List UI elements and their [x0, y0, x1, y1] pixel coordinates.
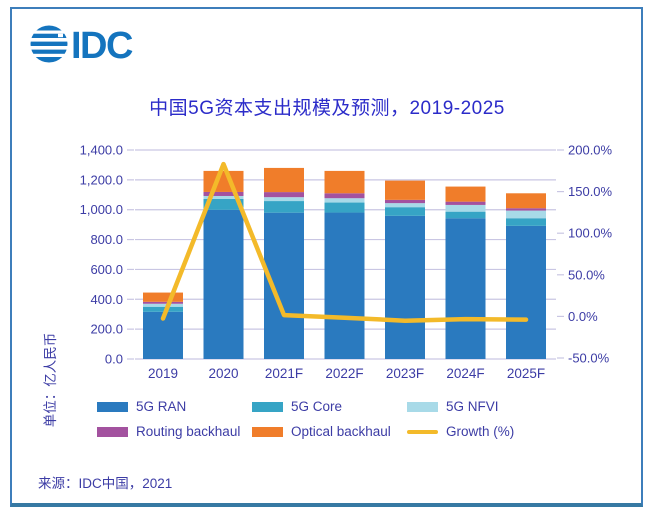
- left-axis-tick-label: 0.0: [105, 352, 123, 367]
- bar-segment-5g-nfvi: [506, 210, 546, 219]
- right-axis-tick-label: 100.0%: [568, 226, 613, 241]
- legend-item-5g-nfvi: 5G NFVI: [407, 399, 567, 414]
- left-axis-tick-label: 1,000.0: [80, 202, 123, 217]
- bar-segment-5g-nfvi: [264, 197, 304, 202]
- bar-segment-optical-backhaul: [143, 292, 183, 302]
- left-axis-tick-label: 600.0: [90, 262, 123, 277]
- plot-container: 0.0 200.0 400.0 600.0 800.0 1,000.0 1,200.0 1,4…: [0, 130, 654, 428]
- legend-swatch-routing-backhaul: [97, 426, 128, 437]
- legend-item-5g-core: 5G Core: [252, 399, 407, 414]
- chart-title: 中国5G资本支出规模及预测，2019-2025: [149, 98, 505, 119]
- bar-segment-routing-backhaul: [264, 192, 304, 198]
- left-axis-tick-label: 1,400.0: [80, 143, 123, 158]
- bar-segment-optical-backhaul: [385, 180, 425, 200]
- bar-segment-5g-ran: [324, 212, 365, 359]
- legend-label: Growth (%): [446, 424, 515, 439]
- left-axis-tick-label: 400.0: [90, 292, 123, 307]
- category-label: 2023F: [386, 366, 424, 381]
- bar-segment-5g-core: [143, 306, 183, 312]
- left-axis-tick-label: 1,200.0: [80, 172, 123, 187]
- bar-segment-optical-backhaul: [264, 167, 304, 193]
- bar-segment-routing-backhaul: [385, 199, 425, 204]
- legend: 5G RAN 5G Core 5G NFVI Routing backhaul …: [97, 399, 577, 439]
- plot-area: 0.0 200.0 400.0 600.0 800.0 1,000.0 1,200.0 1,4…: [80, 143, 613, 382]
- category-label: 2025F: [507, 366, 545, 381]
- legend-swatch-5g-nfvi: [407, 401, 438, 412]
- bar-segment-routing-backhaul: [506, 208, 546, 211]
- legend-swatch-optical-backhaul: [252, 426, 283, 437]
- bar-segment-optical-backhaul: [506, 193, 546, 209]
- category-label: 2024F: [446, 366, 484, 381]
- bar-segment-routing-backhaul: [143, 301, 183, 304]
- bar-segment-5g-nfvi: [143, 303, 183, 307]
- globe-icon: [30, 25, 68, 63]
- bar-segment-5g-core: [506, 218, 546, 226]
- right-axis-tick-label: 0.0%: [568, 309, 598, 324]
- bar-segment-5g-ran: [385, 215, 425, 359]
- bar-segment-5g-nfvi: [445, 204, 486, 212]
- right-axis-tick-label: -50.0%: [568, 351, 610, 366]
- legend-swatch-5g-core: [252, 401, 283, 412]
- legend-item-5g-ran: 5G RAN: [97, 399, 252, 414]
- idc-logo: IDC: [30, 20, 180, 70]
- bar-segment-5g-nfvi: [203, 195, 244, 199]
- left-axis-tick-label: 800.0: [90, 232, 123, 247]
- bar-segment-5g-core: [445, 211, 486, 219]
- right-axis-tick-label: 150.0%: [568, 184, 613, 199]
- bar-segment-5g-ran: [445, 218, 486, 359]
- growth-line: [160, 161, 529, 323]
- bar-segment-5g-core: [203, 198, 244, 210]
- bar-segment-routing-backhaul: [324, 193, 365, 199]
- bar-segment-optical-backhaul: [445, 186, 486, 202]
- bar-segment-routing-backhaul: [203, 191, 244, 196]
- bar-segment-5g-nfvi: [385, 203, 425, 208]
- legend-item-growth: Growth (%): [407, 424, 567, 439]
- category-label: 2019: [148, 366, 178, 381]
- category-label: 2021F: [265, 366, 303, 381]
- source-note: 来源：IDC中国，2021: [38, 476, 173, 491]
- legend-swatch-5g-ran: [97, 401, 128, 412]
- legend-item-routing-backhaul: Routing backhaul: [97, 424, 252, 439]
- right-axis-tick-label: 200.0%: [568, 143, 613, 158]
- left-axis-tick-label: 200.0: [90, 322, 123, 337]
- category-label: 2020: [208, 366, 238, 381]
- y-axis-unit-label: 单位：亿人民币: [43, 332, 58, 428]
- bar-segment-5g-core: [264, 201, 304, 213]
- right-axis-tick-label: 50.0%: [568, 267, 605, 282]
- category-label: 2022F: [325, 366, 363, 381]
- bar-segment-5g-core: [324, 202, 365, 213]
- legend-label: Optical backhaul: [291, 424, 391, 439]
- bar-segment-5g-ran: [203, 209, 244, 359]
- legend-label: 5G NFVI: [446, 399, 499, 414]
- legend-swatch-growth-line: [407, 429, 438, 434]
- legend-label: Routing backhaul: [136, 424, 241, 439]
- logo-text: IDC: [71, 25, 133, 67]
- bar-segment-5g-ran: [506, 225, 546, 359]
- bar-segment-5g-nfvi: [324, 198, 365, 203]
- bar-segment-5g-core: [385, 207, 425, 216]
- bar-segment-optical-backhaul: [324, 170, 365, 194]
- bar-segment-optical-backhaul: [203, 170, 244, 192]
- legend-item-optical-backhaul: Optical backhaul: [252, 424, 407, 439]
- bar-segment-routing-backhaul: [445, 201, 486, 205]
- legend-label: 5G RAN: [136, 399, 187, 414]
- legend-label: 5G Core: [291, 399, 343, 414]
